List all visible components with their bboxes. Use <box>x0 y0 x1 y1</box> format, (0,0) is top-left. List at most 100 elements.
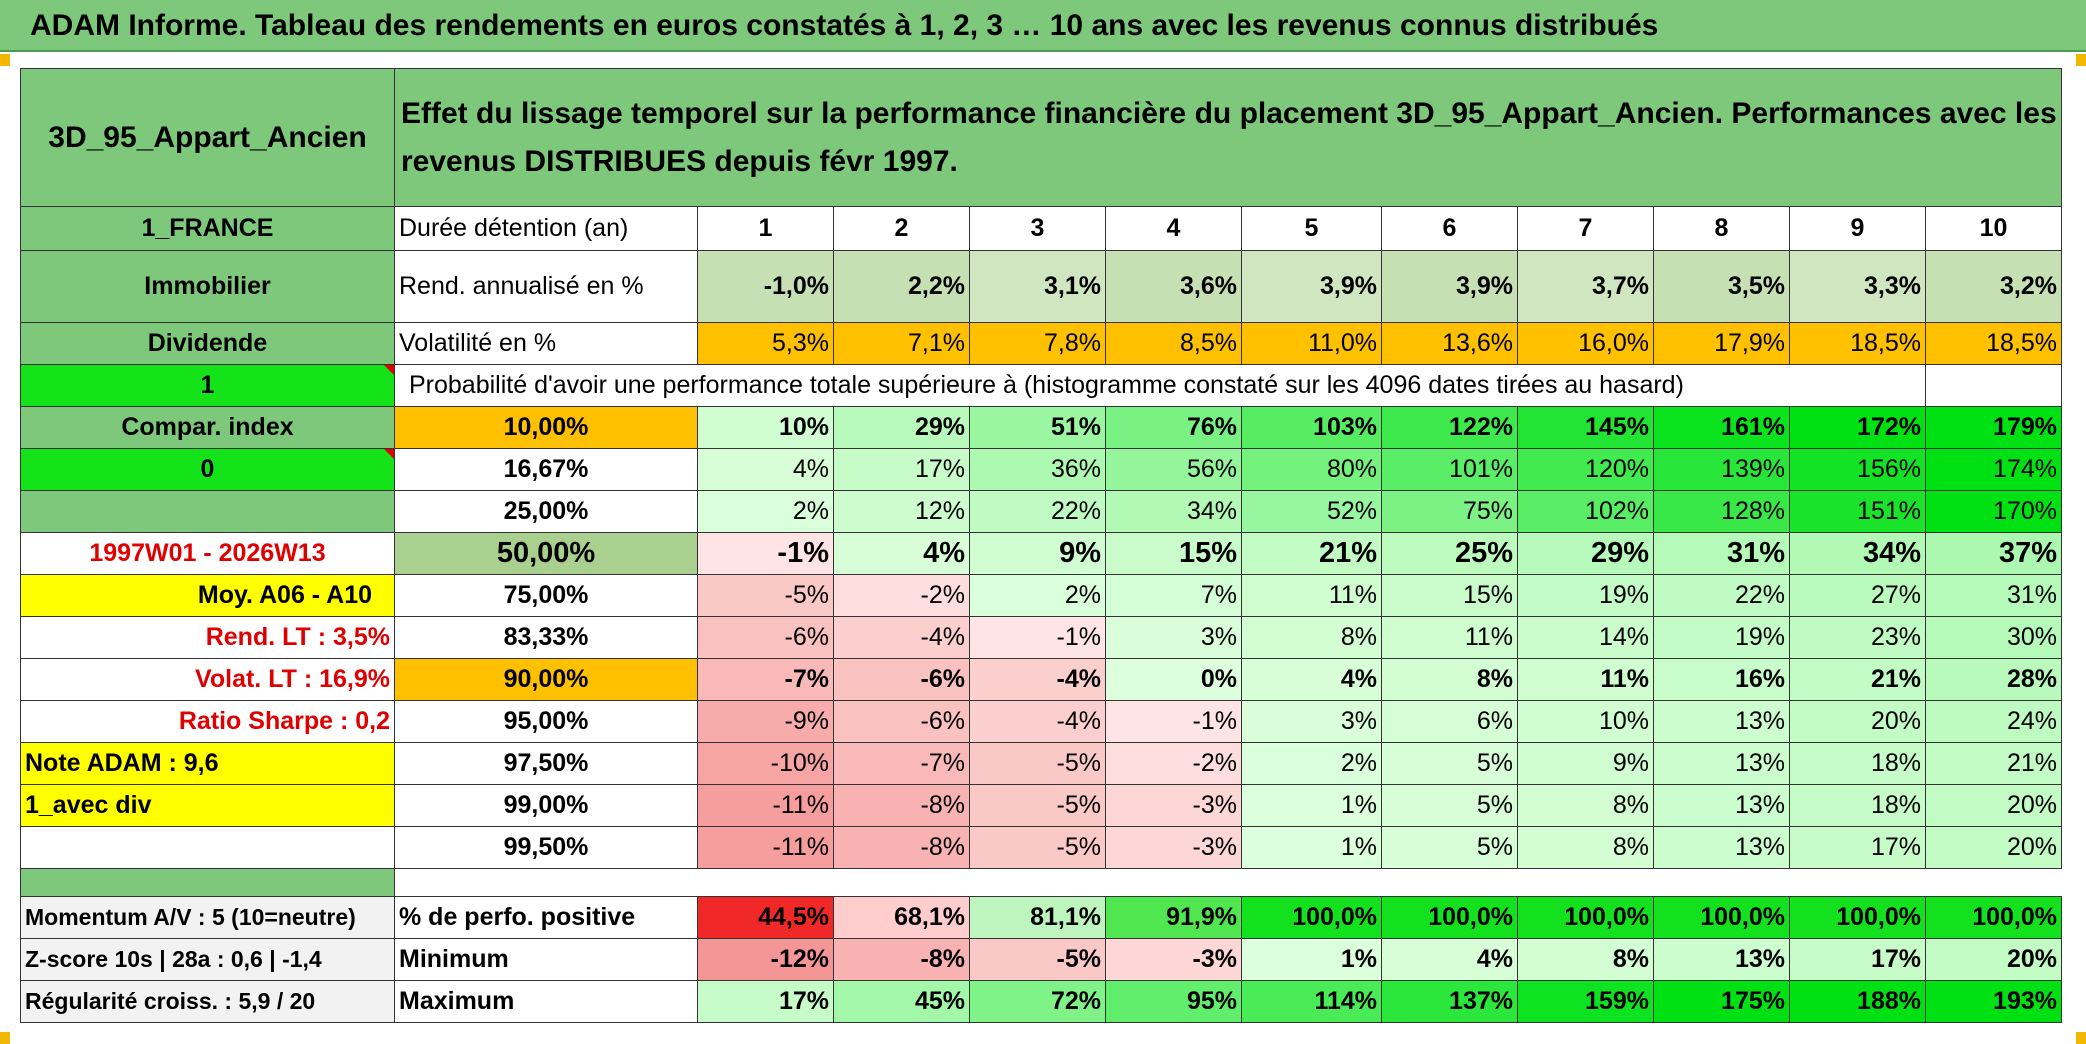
quantile-value: 5% <box>1381 784 1518 827</box>
quantile-value: 17% <box>1789 826 1926 869</box>
quantile-value: 28% <box>1925 658 2062 701</box>
report-title: ADAM Informe. Tableau des rendements en … <box>0 0 2086 52</box>
annual-return-value: 3,7% <box>1517 250 1654 323</box>
quantile-value: 27% <box>1789 574 1926 617</box>
quantile-value: -4% <box>833 616 970 659</box>
quantile-value: 10% <box>1517 700 1654 743</box>
quantile-value: 20% <box>1789 700 1926 743</box>
quantile-value: 20% <box>1925 826 2062 869</box>
annual-return-value: 3,9% <box>1381 250 1518 323</box>
volatility-value: 7,1% <box>833 322 970 365</box>
quantile-value: 174% <box>1925 448 2062 491</box>
year-header: 7 <box>1517 206 1654 251</box>
minimum-value: 17% <box>1789 938 1926 981</box>
minimum-value: 20% <box>1925 938 2062 981</box>
duration-label: Durée détention (an) <box>394 206 698 251</box>
quantile-value: 7% <box>1105 574 1242 617</box>
selector-2: 0 <box>20 448 395 491</box>
quantile-value: 13% <box>1653 784 1790 827</box>
maximum-row: Régularité croiss. : 5,9 / 20 Maximum 17% 4… <box>20 980 2062 1023</box>
quantile-value: -1% <box>969 616 1106 659</box>
volatility-value: 7,8% <box>969 322 1106 365</box>
quantile-value: 6% <box>1381 700 1518 743</box>
year-header: 10 <box>1925 206 2062 251</box>
year-header: 9 <box>1789 206 1926 251</box>
quantile-value: 18% <box>1789 742 1926 785</box>
volatility-label: Volatilité en % <box>394 322 698 365</box>
quantile-value: 56% <box>1105 448 1242 491</box>
quantile-value: 161% <box>1653 406 1790 449</box>
quantile-value: 101% <box>1381 448 1518 491</box>
minimum-value: -12% <box>697 938 834 981</box>
positive-value: 68,1% <box>833 896 970 939</box>
quantile-threshold: 25,00% <box>394 490 698 533</box>
quantile-value: -4% <box>969 658 1106 701</box>
maximum-value: 45% <box>833 980 970 1023</box>
quantile-value: -5% <box>697 574 834 617</box>
quantile-value: 151% <box>1789 490 1926 533</box>
quantile-row: Note ADAM : 9,6 97,50% -10% -7% -5% -2% 2% 5% 9%… <box>20 742 2062 785</box>
quantile-value: 12% <box>833 490 970 533</box>
period-label: 1997W01 - 2026W13 <box>20 532 395 575</box>
empty-cell <box>1925 364 2062 407</box>
quantile-value: 31% <box>1925 574 2062 617</box>
quantile-row: Ratio Sharpe : 0,2 95,00% -9% -6% -4% -1% 3% 6%… <box>20 700 2062 743</box>
quantile-value: 8% <box>1517 826 1654 869</box>
sharpe-ratio: Ratio Sharpe : 0,2 <box>20 700 395 743</box>
maximum-value: 114% <box>1241 980 1382 1023</box>
positive-value: 81,1% <box>969 896 1106 939</box>
quantile-value: 145% <box>1517 406 1654 449</box>
quantile-value: 20% <box>1925 784 2062 827</box>
quantile-value: -1% <box>697 532 834 575</box>
quantile-row: Volat. LT : 16,9% 90,00% -7% -6% -4% 0% 4% 8% 11… <box>20 658 2062 701</box>
quantile-value: -1% <box>1105 700 1242 743</box>
quantile-row: 99,50% -11% -8% -5% -3% 1% 5% 8% 13% 17% 20% <box>20 826 2062 869</box>
annual-return-value: 3,3% <box>1789 250 1926 323</box>
year-header: 4 <box>1105 206 1242 251</box>
quantile-threshold: 83,33% <box>394 616 698 659</box>
spacer-cell <box>395 869 2062 897</box>
quantile-value: -11% <box>697 784 834 827</box>
quantile-value: 36% <box>969 448 1106 491</box>
quantile-value: -7% <box>697 658 834 701</box>
quantile-value: 2% <box>697 490 834 533</box>
positive-label: % de perfo. positive <box>394 896 698 939</box>
quantile-value: 16% <box>1653 658 1790 701</box>
corner-marker <box>0 1032 10 1044</box>
quantile-value: -7% <box>833 742 970 785</box>
maximum-value: 95% <box>1105 980 1242 1023</box>
quantile-value: 14% <box>1517 616 1654 659</box>
country-label: 1_FRANCE <box>20 206 395 251</box>
positive-value: 44,5% <box>697 896 834 939</box>
category-label: Immobilier <box>20 250 395 323</box>
quantile-value: 5% <box>1381 742 1518 785</box>
quantile-value: 170% <box>1925 490 2062 533</box>
quantile-row: Rend. LT : 3,5% 83,33% -6% -4% -1% 3% 8% 11% 14%… <box>20 616 2062 659</box>
quantile-value: 4% <box>833 532 970 575</box>
duration-row: 1_FRANCE Durée détention (an) 1 2 3 4 5 6 7 8 9 10 <box>20 206 2062 251</box>
volatility-value: 16,0% <box>1517 322 1654 365</box>
quantile-value: -6% <box>697 616 834 659</box>
performance-table: 3D_95_Appart_Ancien Effet du lissage temp… <box>20 68 2062 1023</box>
annual-return-value: 3,5% <box>1653 250 1790 323</box>
quantile-value: 51% <box>969 406 1106 449</box>
quantile-value: -10% <box>697 742 834 785</box>
empty-cell <box>1789 364 1926 407</box>
quantile-threshold: 99,00% <box>394 784 698 827</box>
quantile-value: 29% <box>833 406 970 449</box>
volatility-value: 5,3% <box>697 322 834 365</box>
quantile-value: 19% <box>1517 574 1654 617</box>
long-term-return: Rend. LT : 3,5% <box>20 616 395 659</box>
quantile-value: 25% <box>1381 532 1518 575</box>
minimum-value: 4% <box>1381 938 1518 981</box>
probability-label: Probabilité d'avoir une performance tota… <box>394 364 1790 407</box>
average-label: Moy. A06 - A10 <box>20 574 395 617</box>
quantile-value: 3% <box>1105 616 1242 659</box>
volatility-value: 8,5% <box>1105 322 1242 365</box>
maximum-value: 175% <box>1653 980 1790 1023</box>
quantile-value: -2% <box>833 574 970 617</box>
quantile-row: 0 16,67% 4% 17% 36% 56% 80% 101% 120% 139% 156% 174… <box>20 448 2062 491</box>
quantile-value: 52% <box>1241 490 1382 533</box>
quantile-value: 102% <box>1517 490 1654 533</box>
volatility-row: Dividende Volatilité en % 5,3% 7,1% 7,8% 8,5%… <box>20 322 2062 365</box>
